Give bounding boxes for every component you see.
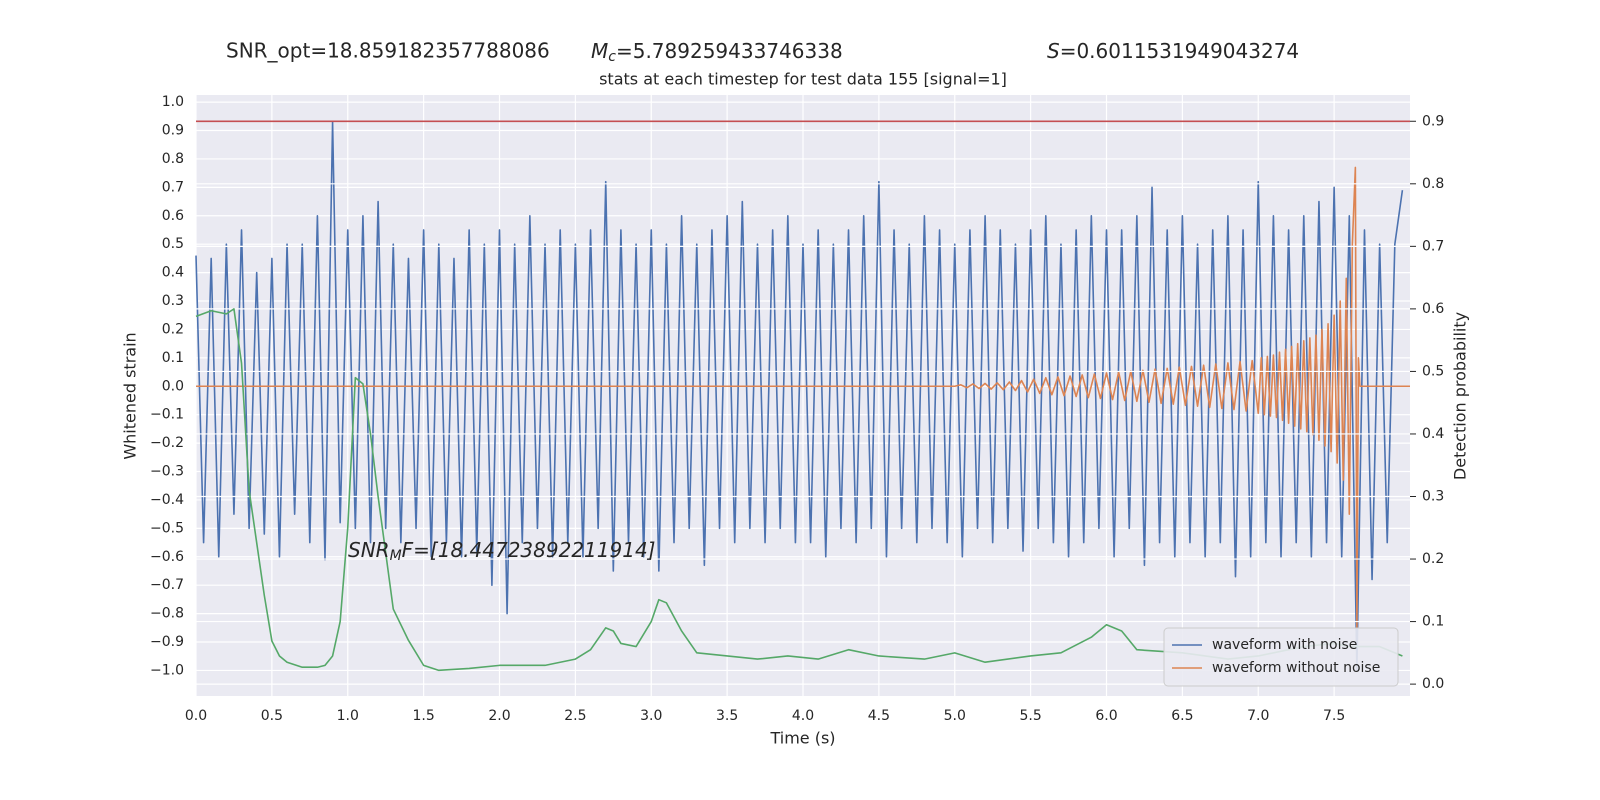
- y2-tick-label: 0.7: [1422, 238, 1444, 254]
- y-tick-label: −0.5: [150, 520, 184, 536]
- x-axis-label: Time (s): [769, 729, 835, 748]
- value-text: =5.789259433746338: [616, 39, 843, 63]
- y-tick-label: −0.4: [150, 492, 184, 508]
- y-tick-label: 0.0: [162, 378, 184, 394]
- y-axis-label: Whitened strain: [121, 332, 140, 459]
- x-tick-label: 3.0: [640, 708, 662, 724]
- y-tick-label: −1.0: [150, 662, 184, 678]
- legend-box: [1163, 627, 1399, 687]
- y2-tick-label: 0.9: [1422, 113, 1444, 129]
- series-layer: [195, 121, 1410, 672]
- x-tick-label: 5.5: [1019, 708, 1041, 724]
- y2-axis-label: Detection probability: [1451, 312, 1470, 480]
- y-tick-label: −0.9: [150, 634, 184, 650]
- x-tick-label: 7.5: [1323, 708, 1345, 724]
- series-line: [195, 308, 1403, 672]
- y2-tick-label: 0.1: [1422, 614, 1444, 630]
- symbol: S: [1047, 39, 1060, 63]
- y2-tick-label: 0.5: [1422, 363, 1444, 379]
- y-tick-label: 0.1: [162, 350, 184, 366]
- x-tick-label: 1.5: [412, 708, 434, 724]
- y2-tick-label: 0.6: [1422, 301, 1444, 317]
- y2-tick-label: 0.8: [1422, 176, 1444, 192]
- y-tick-label: 0.7: [162, 179, 184, 195]
- annotation: SNRMF=[18.44723892211914]: [348, 538, 655, 565]
- y-tick-label: −0.6: [150, 549, 184, 565]
- x-tick-label: 6.0: [1095, 708, 1117, 724]
- legend-label: waveform without noise: [1212, 660, 1380, 676]
- header-s: S=0.6011531949043274: [1047, 39, 1299, 63]
- over-layer: [195, 120, 1410, 685]
- series-line: [196, 166, 1410, 629]
- header-snr: SNR_opt=18.859182357788086: [226, 39, 550, 63]
- y-tick-label: −0.7: [150, 577, 184, 593]
- x-tick-label: 4.0: [792, 708, 814, 724]
- y-tick-label: 0.3: [162, 293, 184, 309]
- y-tick-label: −0.3: [150, 464, 184, 480]
- rest: F=[18.44723892211914]: [402, 538, 656, 562]
- x-tick-label: 2.0: [488, 708, 510, 724]
- x-tick-label: 6.5: [1171, 708, 1193, 724]
- x-tick-label: 2.5: [564, 708, 586, 724]
- symbol: SNR: [348, 538, 390, 562]
- subscript: M: [390, 548, 402, 564]
- y2-tick-label: 0.0: [1422, 676, 1444, 692]
- header-mc: Mc=5.789259433746338: [591, 39, 843, 66]
- legend-label: waveform with noise: [1212, 637, 1357, 653]
- x-tick-label: 7.0: [1247, 708, 1269, 724]
- x-tick-label: 3.5: [716, 708, 738, 724]
- y-tick-label: 0.5: [162, 236, 184, 252]
- y-tick-label: 1.0: [162, 94, 184, 110]
- x-tick-label: 0.0: [185, 708, 207, 724]
- y-tick-label: 0.9: [162, 123, 184, 139]
- chart-title: stats at each timestep for test data 155…: [599, 70, 1007, 89]
- y-tick-label: 0.8: [162, 151, 184, 167]
- subscript: c: [608, 49, 616, 65]
- symbol: M: [591, 39, 608, 63]
- x-tick-label: 4.5: [868, 708, 890, 724]
- y-tick-label: −0.2: [150, 435, 184, 451]
- x-tick-label: 0.5: [261, 708, 283, 724]
- series-line: [195, 121, 1404, 672]
- y2-tick-label: 0.2: [1422, 551, 1444, 567]
- value-text: =0.6011531949043274: [1060, 39, 1299, 63]
- y-tick-label: 0.2: [162, 321, 184, 337]
- y-tick-label: 0.6: [162, 208, 184, 224]
- x-tick-label: 1.0: [337, 708, 359, 724]
- x-tick-label: 5.0: [944, 708, 966, 724]
- y-tick-label: 0.4: [162, 265, 184, 281]
- y-tick-label: −0.8: [150, 606, 184, 622]
- y-tick-label: −0.1: [150, 407, 184, 423]
- y2-tick-label: 0.4: [1422, 426, 1444, 442]
- y2-tick-label: 0.3: [1422, 489, 1444, 505]
